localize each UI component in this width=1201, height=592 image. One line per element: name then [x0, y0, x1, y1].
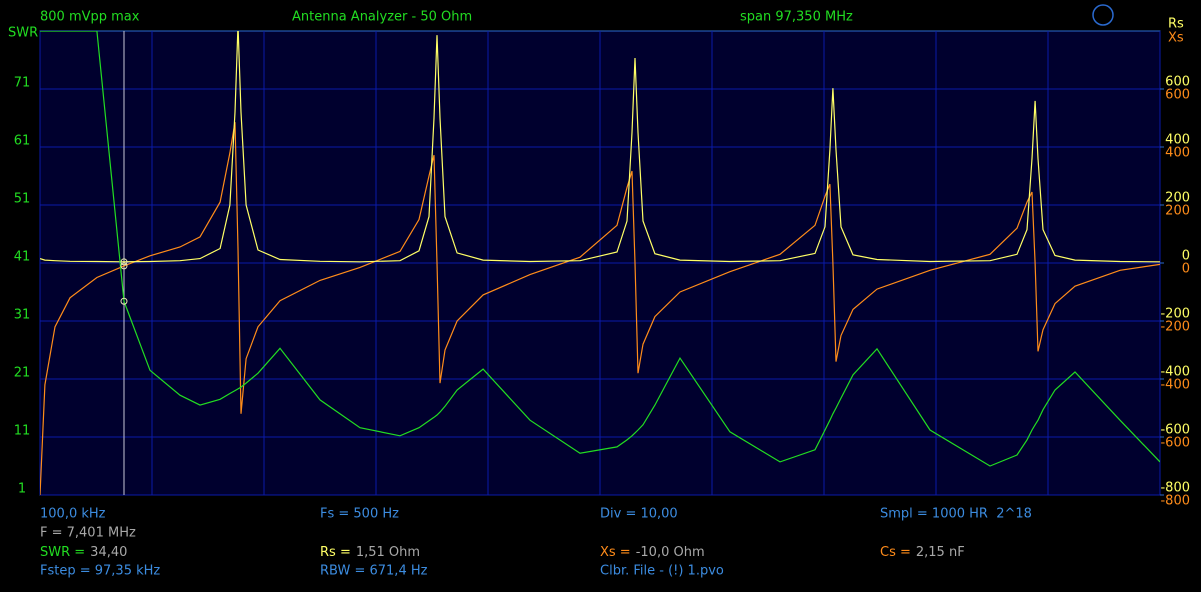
- rs-tick-label: 0: [1182, 249, 1190, 264]
- measurement-value: 2,15 nF: [916, 545, 965, 560]
- readout: Div = 10,00: [600, 507, 678, 522]
- xs-tick-label: 400: [1165, 146, 1190, 161]
- rs-tick-label: 400: [1165, 133, 1190, 148]
- rs-tick-label: -600: [1160, 423, 1190, 438]
- app-title: Antenna Analyzer - 50 Ohm: [292, 10, 472, 25]
- amplitude-label: 800 mVpp max: [40, 10, 140, 25]
- rs-tick-label: 600: [1165, 75, 1190, 90]
- rs-tick-label: -800: [1160, 481, 1190, 496]
- readout: Clbr. File - (!) 1.pvo: [600, 564, 724, 579]
- readout: Smpl = 1000 HR 2^18: [880, 507, 1032, 522]
- y-tick-label: 1: [18, 482, 26, 497]
- measurement-value: -10,0 Ohm: [636, 545, 705, 560]
- measurement: Xs = -10,0 Ohm: [600, 545, 705, 560]
- span-label: span 97,350 MHz: [740, 10, 853, 25]
- readout: RBW = 671,4 Hz: [320, 564, 428, 579]
- readout: Fstep = 97,35 kHz: [40, 564, 160, 579]
- measurement: SWR = 34,40: [40, 545, 127, 560]
- xs-tick-label: -600: [1160, 436, 1190, 451]
- xs-tick-label: 600: [1165, 88, 1190, 103]
- xs-tick-label: -400: [1160, 378, 1190, 393]
- y-tick-label: 71: [14, 76, 31, 91]
- xs-tick-label: -200: [1160, 320, 1190, 335]
- marker-point: [120, 297, 128, 305]
- measurement-label: Cs =: [880, 545, 911, 560]
- xs-tick-label: -800: [1160, 494, 1190, 509]
- rs-tick-label: 200: [1165, 191, 1190, 206]
- series-line: [40, 31, 1160, 467]
- marker-point: [120, 258, 128, 266]
- measurement: Rs = 1,51 Ohm: [320, 545, 420, 560]
- series-line: [40, 31, 1160, 263]
- readout: Fs = 500 Hz: [320, 507, 399, 522]
- measurement: Cs = 2,15 nF: [880, 545, 965, 560]
- y-tick-label: 11: [14, 424, 31, 439]
- rs-tick-label: -200: [1160, 307, 1190, 322]
- xs-tick-label: 0: [1182, 262, 1190, 277]
- y-tick-label: 61: [14, 134, 31, 149]
- traces: [40, 31, 1160, 495]
- xs-axis-title: Xs: [1168, 31, 1184, 46]
- grid: [39, 31, 1161, 496]
- labels: 111213141516171-800-800-600-600-400-400-…: [14, 75, 1190, 579]
- measurement-label: SWR =: [40, 545, 85, 560]
- measurement-label: Xs =: [600, 545, 631, 560]
- y-tick-label: 21: [14, 366, 31, 381]
- marker-point: [120, 262, 128, 270]
- y-tick-label: 31: [14, 308, 31, 323]
- measurement-value: 1,51 Ohm: [356, 545, 420, 560]
- readout: 100,0 kHz: [40, 507, 106, 522]
- measurement-value: 34,40: [90, 545, 127, 560]
- y-tick-label: 41: [14, 250, 31, 265]
- xs-tick-label: 200: [1165, 204, 1190, 219]
- rs-axis-title: Rs: [1168, 17, 1184, 32]
- rs-tick-label: -400: [1160, 365, 1190, 380]
- measurement-label: Rs =: [320, 545, 351, 560]
- marker-readout: F = 7,401 MHz: [40, 526, 136, 541]
- y-tick-label: 51: [14, 192, 31, 207]
- y-axis-title: SWR: [8, 26, 38, 41]
- status-icon[interactable]: [1092, 4, 1114, 26]
- series-line: [40, 122, 1160, 495]
